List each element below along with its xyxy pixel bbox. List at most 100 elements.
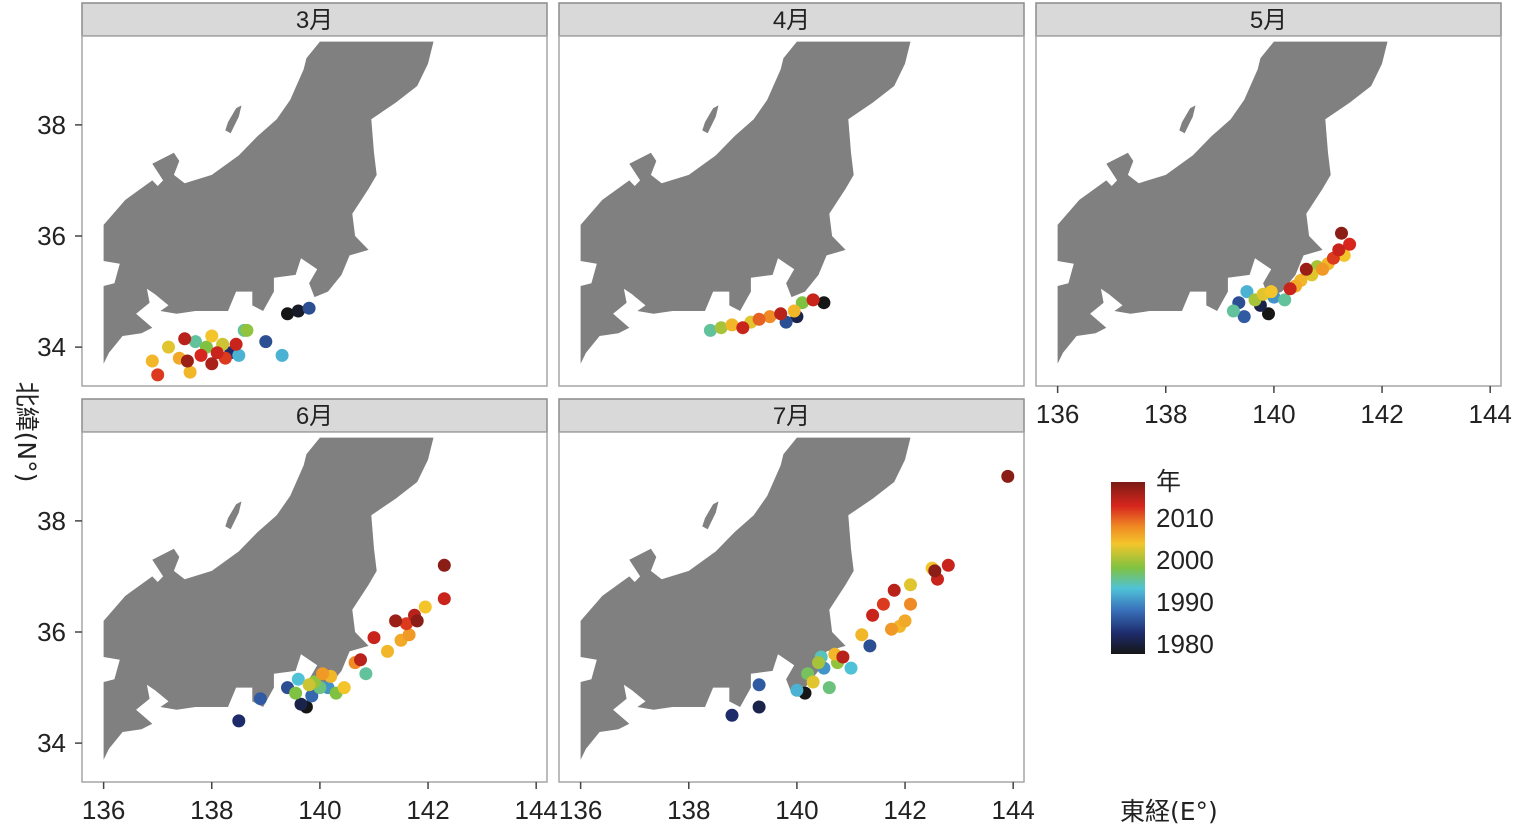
data-point	[876, 597, 890, 611]
island-shape	[225, 105, 242, 134]
y-axis-title: 北緯(N°)	[12, 382, 41, 483]
data-point	[189, 335, 202, 349]
data-point	[162, 340, 175, 354]
data-point	[855, 628, 869, 642]
data-point	[294, 697, 308, 711]
data-point	[812, 656, 825, 670]
data-point	[1264, 285, 1278, 299]
data-point	[291, 304, 305, 318]
data-point	[806, 675, 820, 689]
data-point	[1262, 307, 1275, 321]
x-tick-label: 144	[1468, 399, 1511, 429]
data-point	[289, 686, 303, 700]
facet-strip	[558, 398, 1025, 433]
data-point	[205, 357, 219, 371]
x-tick-label: 142	[406, 795, 449, 825]
x-tick-label: 140	[775, 795, 818, 825]
legend-label-2010: 2010	[1156, 503, 1214, 533]
x-tick-label: 136	[82, 795, 125, 825]
data-point	[787, 304, 801, 318]
data-point	[367, 631, 381, 645]
data-point	[714, 321, 728, 335]
x-tick-label: 138	[667, 795, 710, 825]
x-axis-4: 136 138 140 142 144	[82, 782, 558, 825]
data-point	[291, 672, 305, 686]
facet-panel-5: 7月	[558, 398, 1025, 783]
data-point	[863, 639, 877, 653]
data-point	[305, 689, 319, 703]
data-point	[302, 678, 316, 692]
data-point	[885, 622, 898, 636]
data-point	[866, 608, 880, 622]
data-point	[232, 348, 246, 362]
data-point	[253, 692, 267, 706]
y-axis-4: 34 36 38	[37, 506, 82, 758]
facet-panels: 3月 4月 5月 6月 7月	[81, 2, 1502, 783]
data-point	[795, 296, 809, 310]
legend-title: 年	[1156, 467, 1181, 496]
facet-strip	[81, 2, 548, 37]
data-point	[275, 348, 289, 362]
facet-map-layer	[580, 41, 911, 364]
x-tick-label: 140	[298, 795, 341, 825]
island-shape	[1179, 105, 1196, 134]
data-point	[316, 667, 330, 681]
legend-label-1980: 1980	[1156, 629, 1214, 659]
x-tick-label: 144	[991, 795, 1034, 825]
data-point	[1299, 262, 1313, 276]
data-point	[151, 368, 165, 382]
data-point	[1240, 285, 1254, 299]
data-point	[836, 650, 850, 664]
x-tick-label: 136	[1036, 399, 1079, 429]
island-shape	[225, 501, 242, 530]
facet-strip-label: 6月	[296, 403, 333, 430]
facet-panel-3: 5月	[1035, 2, 1502, 387]
data-point	[790, 683, 804, 697]
land-shape	[580, 41, 911, 364]
facet-strip-label: 7月	[773, 403, 810, 430]
facet-strip	[1035, 2, 1502, 37]
x-tick-label: 136	[559, 795, 602, 825]
data-point	[1332, 243, 1346, 257]
data-point	[145, 354, 159, 368]
x-tick-label: 142	[1360, 399, 1403, 429]
facet-panel-2: 4月	[558, 2, 1025, 387]
data-point	[354, 653, 367, 667]
facet-panel-1: 3月	[81, 2, 548, 387]
data-point	[281, 307, 294, 321]
y-tick-label: 38	[37, 506, 66, 536]
land-shape	[1057, 41, 1388, 364]
y-tick-label: 36	[37, 221, 66, 251]
x-tick-label: 138	[190, 795, 233, 825]
y-tick-label: 38	[37, 110, 66, 140]
data-point	[928, 564, 942, 578]
data-point	[736, 321, 750, 335]
data-point	[1226, 304, 1240, 318]
facet-strip	[81, 398, 548, 433]
data-point	[337, 681, 351, 695]
data-point	[359, 667, 373, 681]
legend-label-2000: 2000	[1156, 545, 1214, 575]
land-shape	[103, 41, 434, 364]
data-point	[194, 348, 208, 362]
facet-strip-label: 4月	[773, 7, 810, 34]
data-point	[389, 614, 403, 628]
x-axis-5: 136 138 140 142 144	[559, 782, 1035, 825]
facet-panel-4: 6月	[81, 398, 548, 783]
x-tick-label: 140	[1252, 399, 1295, 429]
data-point	[1237, 310, 1251, 324]
data-point	[229, 337, 243, 351]
land-shape	[580, 437, 911, 760]
data-point	[437, 558, 451, 572]
data-point	[898, 614, 912, 628]
data-point	[410, 614, 424, 628]
facet-strip	[558, 2, 1025, 37]
y-tick-label: 34	[37, 728, 66, 758]
y-axes: 34 36 38 34 36 38	[37, 110, 82, 758]
data-point	[725, 318, 739, 332]
data-point	[752, 678, 766, 692]
facet-strip-label: 3月	[296, 7, 333, 34]
island-shape	[702, 105, 719, 134]
data-point	[418, 600, 432, 614]
x-tick-label: 144	[514, 795, 557, 825]
